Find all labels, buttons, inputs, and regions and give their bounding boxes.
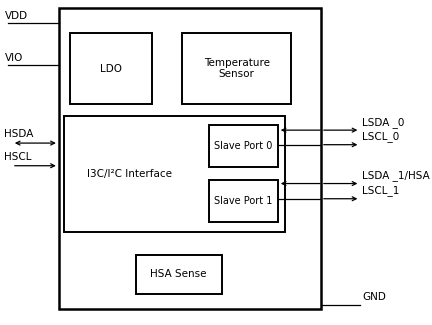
- Bar: [59, 8, 321, 309]
- Text: Slave Port 0: Slave Port 0: [214, 141, 273, 151]
- Text: LSDA _0: LSDA _0: [362, 117, 404, 127]
- Text: LSCL_1: LSCL_1: [362, 185, 400, 196]
- Text: Temperature
Sensor: Temperature Sensor: [203, 58, 270, 79]
- Text: HSDA: HSDA: [4, 129, 34, 139]
- Bar: [209, 125, 278, 167]
- Bar: [182, 33, 291, 104]
- Text: Slave Port 1: Slave Port 1: [214, 196, 273, 206]
- Bar: [209, 180, 278, 222]
- Text: LSDA _1/HSA: LSDA _1/HSA: [362, 170, 430, 181]
- Bar: [136, 255, 222, 293]
- Bar: [64, 116, 286, 232]
- Text: VIO: VIO: [4, 53, 23, 63]
- Text: HSA Sense: HSA Sense: [150, 269, 207, 279]
- Text: LDO: LDO: [100, 64, 122, 74]
- Text: VDD: VDD: [4, 11, 28, 21]
- Text: LSCL_0: LSCL_0: [362, 131, 400, 142]
- Bar: [70, 33, 152, 104]
- Text: I3C/I²C Interface: I3C/I²C Interface: [87, 169, 172, 179]
- Text: GND: GND: [362, 292, 386, 302]
- Text: HSCL: HSCL: [4, 152, 32, 162]
